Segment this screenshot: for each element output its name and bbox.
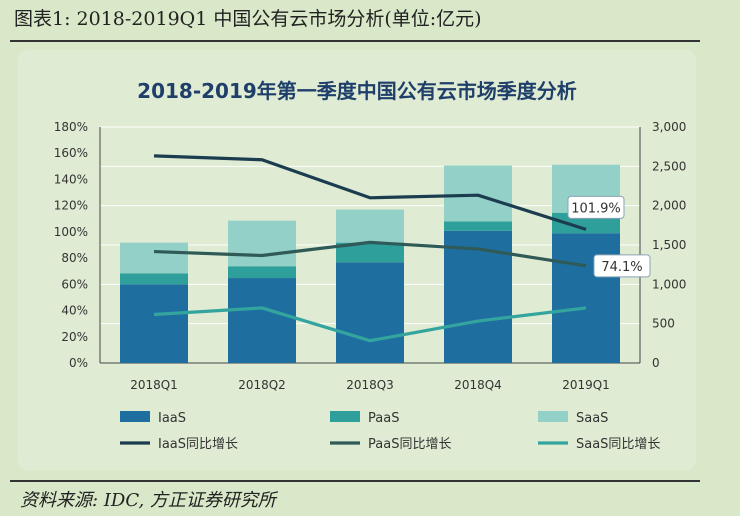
left-axis-tick-label: 20% — [61, 330, 88, 344]
legend-label: PaaS — [368, 411, 399, 426]
chart-panel: 2018-2019年第一季度中国公有云市场季度分析 3,000 2,500 2,000… — [18, 50, 696, 470]
left-axis-tick-label: 160% — [54, 146, 88, 160]
right-axis-tick-label: 1,000 — [652, 277, 686, 291]
bar-saas — [120, 242, 188, 274]
left-axis-tick-label: 180% — [54, 120, 88, 134]
x-tick-label: 2018Q1 — [130, 378, 178, 392]
legend-label: PaaS同比增长 — [368, 437, 451, 452]
bar-saas — [228, 220, 296, 267]
left-axis-tick-label: 100% — [54, 225, 88, 239]
right-axis-tick-label: 1,500 — [652, 238, 686, 252]
left-axis-tick-label: 120% — [54, 199, 88, 213]
top-divider — [10, 40, 700, 42]
source-note: 资料来源: IDC, 方正证券研究所 — [20, 490, 276, 511]
line-series — [153, 306, 587, 343]
legend-label: SaaS — [576, 411, 608, 426]
chart-title: 2018-2019年第一季度中国公有云市场季度分析 — [137, 79, 577, 103]
bar-iaas — [120, 284, 188, 363]
bar-saas — [444, 165, 512, 222]
right-axis-tick-label: 3,000 — [652, 120, 686, 134]
bar-iaas — [552, 233, 620, 363]
right-axis-tick-label: 500 — [652, 317, 675, 331]
callout-label: 74.1% — [601, 260, 642, 275]
right-axis-tick-label: 2,500 — [652, 159, 686, 173]
chart: 2018-2019年第一季度中国公有云市场季度分析 3,000 2,500 2,000… — [54, 79, 687, 452]
legend-label: SaaS同比增长 — [576, 437, 660, 452]
legend-swatch — [120, 411, 150, 422]
x-tick-label: 2019Q1 — [562, 378, 610, 392]
x-tick-label: 2018Q3 — [346, 378, 394, 392]
bar-paas — [228, 266, 296, 279]
bar-saas — [336, 209, 404, 243]
line-series — [153, 154, 587, 231]
x-tick-label: 2018Q4 — [454, 378, 502, 392]
right-axis-tick-label: 2,000 — [652, 199, 686, 213]
callout-box — [593, 254, 651, 278]
bar-paas — [336, 242, 404, 263]
left-axis-tick-label: 40% — [61, 304, 88, 318]
callout-label: 101.9% — [571, 201, 621, 216]
legend-swatch — [538, 411, 568, 422]
bar-iaas — [336, 262, 404, 363]
left-axis-tick-label: 60% — [61, 277, 88, 291]
legend-swatch — [330, 411, 360, 422]
bottom-divider — [10, 480, 700, 482]
line-series — [153, 240, 587, 268]
legend-label: IaaS — [158, 411, 186, 426]
bar-paas — [444, 221, 512, 231]
figure-title: 图表1: 2018-2019Q1 中国公有云市场分析(单位:亿元) — [14, 8, 482, 30]
right-axis-tick-label: 0 — [652, 356, 660, 370]
left-axis-tick-label: 0% — [69, 356, 88, 370]
bar-iaas — [228, 278, 296, 363]
x-tick-label: 2018Q2 — [238, 378, 286, 392]
legend-label: IaaS同比增长 — [158, 437, 238, 452]
left-axis-tick-label: 80% — [61, 251, 88, 265]
left-axis-tick-label: 140% — [54, 172, 88, 186]
bar-iaas — [444, 230, 512, 363]
bar-paas — [120, 273, 188, 285]
callout-box — [567, 195, 625, 219]
